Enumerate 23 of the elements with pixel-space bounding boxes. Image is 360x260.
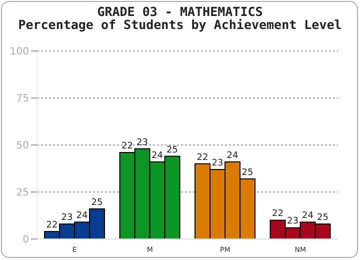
text: 23 xyxy=(136,138,148,148)
chart-title: GRADE 03 - MATHEMATICS xyxy=(96,4,263,19)
text: 25 xyxy=(166,145,178,156)
series-label: 23 xyxy=(61,212,73,223)
series-label: 22 xyxy=(46,220,58,230)
text: 24 xyxy=(152,150,163,161)
series-label: 24 xyxy=(76,211,88,222)
text: 25 xyxy=(242,168,254,178)
text: 25 xyxy=(317,212,328,223)
text: 24 xyxy=(226,150,238,161)
y-tick-label: 50 xyxy=(16,140,29,152)
text: 22 xyxy=(272,209,284,220)
text: 23 xyxy=(212,158,224,168)
text: 24 xyxy=(302,211,314,222)
text: 23 xyxy=(287,216,298,227)
text: 22 xyxy=(122,142,133,152)
y-tick-label: 0 xyxy=(22,234,29,246)
chart-subtitle: Percentage of Students by Achievement Level xyxy=(17,17,343,32)
y-tick-label: 25 xyxy=(16,188,29,199)
text: 22 xyxy=(196,152,208,163)
y-tick-label: 100 xyxy=(10,46,29,58)
y-tick-label: 75 xyxy=(16,94,29,105)
series-label: 25 xyxy=(91,198,103,208)
